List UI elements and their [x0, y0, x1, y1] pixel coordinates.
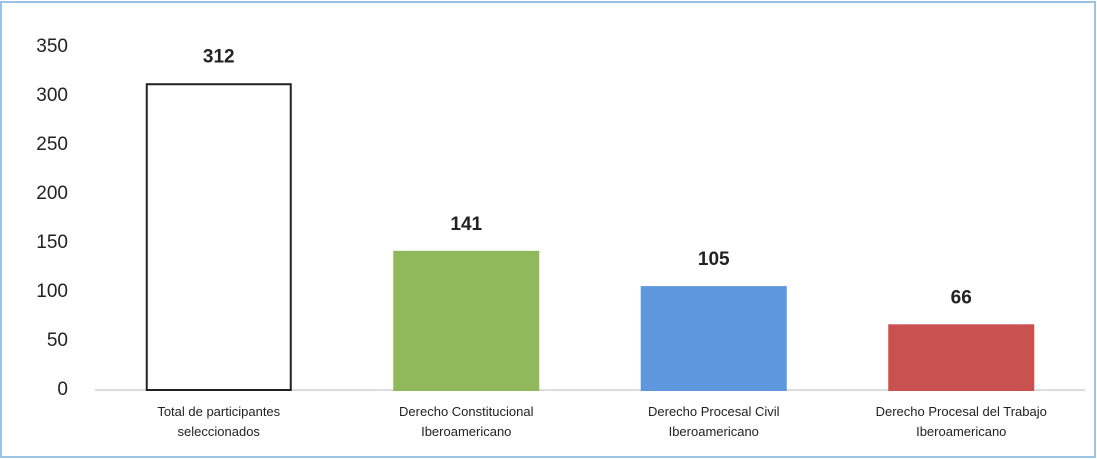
y-tick-label: 200	[36, 183, 68, 204]
bar	[393, 250, 540, 391]
y-tick-label: 250	[36, 134, 68, 155]
bar	[145, 83, 292, 392]
value-label: 312	[203, 46, 235, 67]
value-label: 66	[951, 287, 972, 308]
y-tick-label: 350	[36, 36, 68, 57]
y-tick-label: 50	[47, 330, 68, 351]
x-tick-label: Derecho Constitucional Iberoamericano	[399, 404, 534, 439]
value-label: 141	[450, 214, 482, 235]
value-label: 105	[698, 249, 730, 270]
bar	[888, 324, 1035, 392]
y-tick-label: 150	[36, 232, 68, 253]
x-tick-label: Derecho Procesal del Trabajo Iberoameric…	[875, 404, 1047, 439]
bar	[640, 286, 787, 392]
y-tick-label: 0	[57, 379, 68, 400]
y-tick-label: 300	[36, 85, 68, 106]
x-tick-label: Derecho Procesal Civil Iberoamericano	[648, 404, 780, 439]
y-tick-label: 100	[36, 281, 68, 302]
x-tick-label: Total de participantes seleccionados	[157, 404, 281, 439]
